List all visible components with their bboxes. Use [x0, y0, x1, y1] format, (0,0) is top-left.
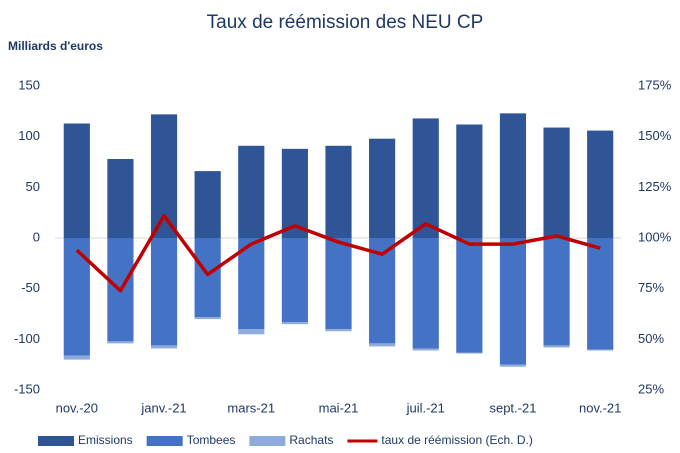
- bar: [369, 343, 396, 347]
- x-tick-label: mars-21: [227, 400, 275, 415]
- bar: [150, 238, 178, 346]
- bar: [412, 348, 439, 351]
- y2-tick-label: 150%: [638, 128, 672, 143]
- bar: [369, 138, 396, 238]
- bar: [587, 238, 614, 350]
- bar: [150, 114, 178, 238]
- bar: [281, 322, 308, 325]
- bar: [107, 341, 134, 344]
- y-tick-label: 100: [18, 128, 40, 143]
- x-tick-label: sept.-21: [489, 400, 536, 415]
- x-tick-label: mai-21: [319, 400, 359, 415]
- x-tick-label: nov.-20: [56, 400, 98, 415]
- y-tick-label: 50: [26, 179, 40, 194]
- bar: [238, 145, 265, 238]
- bar: [63, 355, 90, 360]
- bar: [412, 118, 439, 238]
- bar: [412, 238, 439, 349]
- bar: [587, 349, 614, 351]
- bar: [325, 238, 352, 330]
- legend-label: Tombees: [187, 433, 236, 447]
- bar: [150, 345, 178, 349]
- bar: [63, 238, 90, 356]
- y-axis-label: Milliards d'euros: [8, 39, 103, 53]
- bar: [499, 113, 527, 238]
- y-tick-label: 0: [33, 229, 40, 244]
- x-tick-label: nov.-21: [579, 400, 621, 415]
- y2-tick-label: 125%: [638, 179, 672, 194]
- bar: [543, 127, 570, 238]
- legend-swatch: [146, 436, 183, 446]
- bar: [194, 238, 221, 318]
- line: [75, 213, 601, 293]
- x-tick-label: janv.-21: [140, 400, 186, 415]
- bar: [543, 238, 570, 346]
- y-tick-label: -50: [21, 280, 40, 295]
- bar: [63, 123, 90, 238]
- bar: [281, 148, 308, 238]
- bar: [325, 329, 352, 332]
- bar: [543, 345, 570, 348]
- bar: [107, 158, 134, 238]
- legend-swatch: [249, 436, 286, 446]
- legend-label: Rachats: [289, 433, 333, 447]
- chart-title: Taux de réémission des NEU CP: [207, 12, 484, 33]
- legend-label: Emissions: [78, 433, 133, 447]
- legend-label: taux de réémission (Ech. D.): [381, 433, 532, 447]
- y2-tick-label: 100%: [638, 229, 672, 244]
- bar: [456, 352, 483, 354]
- bar: [499, 364, 527, 367]
- bar: [499, 238, 527, 365]
- x-tick-label: juil.-21: [406, 400, 445, 415]
- bar: [194, 171, 221, 238]
- bar: [456, 124, 483, 238]
- y2-tick-label: 175%: [638, 77, 672, 92]
- bar: [238, 238, 265, 330]
- bar: [587, 130, 614, 238]
- legend-swatch: [38, 436, 74, 446]
- bar: [325, 145, 352, 238]
- y2-tick-label: 75%: [638, 280, 664, 295]
- bar: [456, 238, 483, 353]
- y-tick-label: 150: [18, 77, 40, 92]
- y-tick-label: -150: [14, 381, 40, 396]
- y2-tick-label: 25%: [638, 381, 664, 396]
- bar: [238, 329, 265, 335]
- bar: [194, 317, 221, 320]
- bar: [281, 238, 308, 323]
- y-tick-label: -100: [14, 331, 40, 346]
- y2-tick-label: 50%: [638, 331, 664, 346]
